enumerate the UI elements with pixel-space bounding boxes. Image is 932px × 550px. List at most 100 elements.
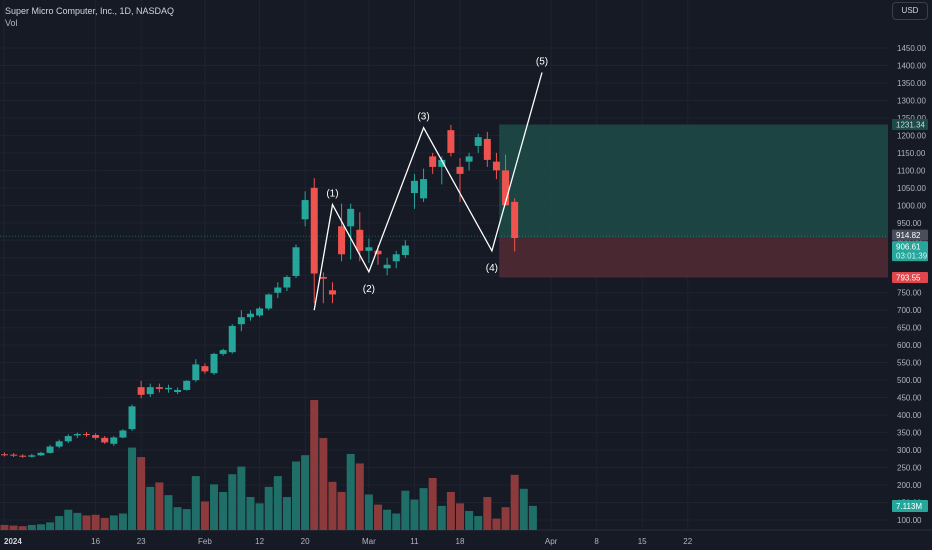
wave-label: (5) bbox=[536, 56, 548, 67]
candle-body bbox=[246, 313, 254, 318]
price-tick-label: 1250.00 bbox=[897, 114, 926, 123]
volume-bar bbox=[483, 497, 492, 530]
volume-bar bbox=[392, 513, 401, 530]
position-zones bbox=[0, 124, 888, 278]
candle-body bbox=[283, 277, 291, 288]
time-tick-label: Apr bbox=[545, 537, 558, 546]
volume-bar bbox=[246, 497, 255, 530]
price-tick-label: 1450.00 bbox=[897, 44, 926, 53]
time-tick-label: 16 bbox=[91, 537, 100, 546]
volume-bar bbox=[191, 476, 200, 530]
volume-bar bbox=[100, 517, 109, 530]
price-tick-label: 700.00 bbox=[897, 306, 922, 315]
candle-body bbox=[55, 441, 63, 447]
time-tick-label: Mar bbox=[362, 537, 376, 546]
volume-bar bbox=[492, 518, 501, 530]
price-tick-label: 1000.00 bbox=[897, 201, 926, 210]
volume-bar bbox=[273, 476, 282, 530]
volume-bar bbox=[346, 453, 355, 530]
candle-body bbox=[319, 277, 327, 279]
candle-body bbox=[310, 187, 318, 274]
volume-bar bbox=[319, 438, 328, 530]
candle-body bbox=[137, 387, 145, 395]
candle-body bbox=[401, 245, 409, 255]
wave-label: (3) bbox=[417, 112, 429, 123]
candle-body bbox=[410, 180, 418, 194]
volume-bar bbox=[310, 400, 319, 530]
volume-bar bbox=[118, 513, 127, 530]
volume-bar bbox=[465, 510, 474, 530]
candle-body bbox=[347, 208, 355, 227]
volume-bar bbox=[528, 505, 537, 530]
candle-body bbox=[10, 454, 18, 456]
volume-bar bbox=[82, 515, 91, 530]
candle-body bbox=[265, 294, 273, 309]
candle-body bbox=[438, 159, 446, 167]
price-tick-label: 900.00 bbox=[897, 236, 922, 245]
time-tick-label: 8 bbox=[594, 537, 599, 546]
candle-body bbox=[219, 350, 227, 354]
volume-bar bbox=[410, 499, 419, 530]
volume-bar bbox=[501, 507, 510, 530]
volume-bar bbox=[173, 507, 182, 530]
candle-body bbox=[338, 226, 346, 255]
wave-label: (1) bbox=[326, 189, 338, 200]
time-tick-label: 20 bbox=[301, 537, 310, 546]
candle-body bbox=[474, 137, 482, 146]
price-tick-label: 1400.00 bbox=[897, 61, 926, 70]
last-price-tag: 906.61 bbox=[896, 243, 921, 252]
time-axis[interactable]: 2024 16 23 Feb 12 20 Mar 11 18 Apr 8 15 22 bbox=[4, 537, 693, 546]
price-tick-label: 1200.00 bbox=[897, 131, 926, 140]
currency-button[interactable]: USD bbox=[892, 2, 928, 20]
price-tick-label: 750.00 bbox=[897, 289, 922, 298]
volume-bar bbox=[109, 515, 118, 530]
candle-body bbox=[155, 387, 163, 389]
wave-label: (2) bbox=[363, 284, 375, 295]
last-price-tag-bg bbox=[892, 241, 928, 262]
candle-body bbox=[110, 437, 118, 444]
candle-body bbox=[183, 380, 191, 390]
volume-bar bbox=[55, 516, 64, 530]
candle-body bbox=[82, 433, 90, 436]
price-tick-label: 400.00 bbox=[897, 411, 922, 420]
volume-bar bbox=[255, 503, 264, 530]
candle-body bbox=[465, 156, 473, 162]
candle-body bbox=[210, 353, 218, 374]
volume-bar bbox=[73, 512, 82, 530]
volume-legend[interactable]: Vol bbox=[5, 18, 18, 28]
volume-bar bbox=[46, 522, 55, 530]
candle-body bbox=[201, 366, 209, 372]
price-axis[interactable]: 100.00150.00200.00250.00300.00350.00400.… bbox=[897, 44, 926, 525]
time-tick-label: 18 bbox=[456, 537, 465, 546]
volume-bar bbox=[328, 481, 337, 530]
symbol-title[interactable]: Super Micro Computer, Inc., 1D, NASDAQ bbox=[5, 6, 175, 16]
candle-body bbox=[429, 156, 437, 167]
candle-body bbox=[456, 166, 464, 174]
candle-body bbox=[492, 161, 500, 171]
volume-bar bbox=[137, 457, 146, 530]
stop-price-tag-bg bbox=[892, 272, 928, 284]
volume-bar bbox=[91, 514, 100, 530]
price-tick-label: 100.00 bbox=[897, 516, 922, 525]
candle-body bbox=[28, 455, 36, 457]
price-tick-label: 350.00 bbox=[897, 429, 922, 438]
volume-bar bbox=[364, 494, 373, 530]
stop-price-tag: 793.55 bbox=[896, 274, 921, 283]
price-tick-label: 300.00 bbox=[897, 446, 922, 455]
volume-bar bbox=[519, 488, 528, 530]
candle-body bbox=[164, 387, 172, 390]
volume-bar bbox=[337, 491, 346, 530]
target-price-tag-bg bbox=[892, 118, 928, 130]
volume-bar bbox=[128, 447, 137, 530]
candle-body bbox=[502, 170, 510, 206]
volume-bar bbox=[264, 486, 273, 530]
price-tick-label: 1100.00 bbox=[897, 166, 926, 175]
candle-body bbox=[119, 430, 127, 438]
time-tick-label: 23 bbox=[137, 537, 146, 546]
volume-bar bbox=[437, 505, 446, 530]
candle-body bbox=[192, 364, 200, 381]
stop-zone bbox=[499, 237, 888, 278]
candle-body bbox=[19, 455, 27, 457]
price-tick-label: 450.00 bbox=[897, 394, 922, 403]
